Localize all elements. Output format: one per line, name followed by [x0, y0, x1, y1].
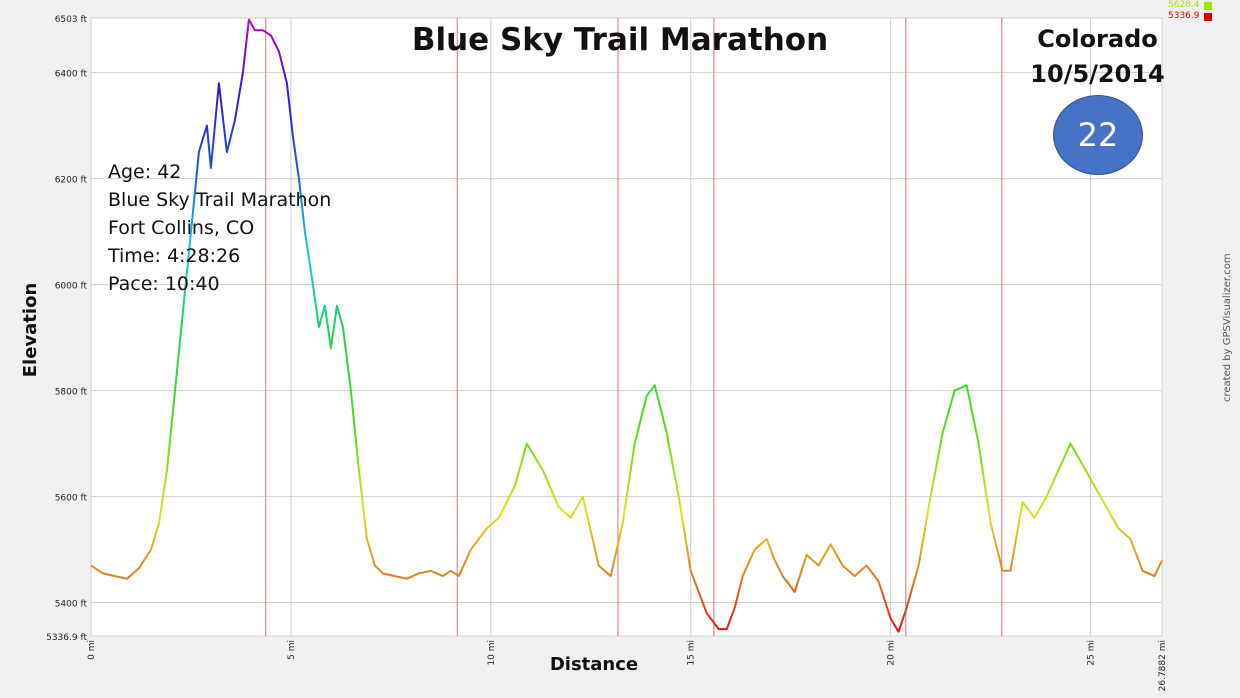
legend-swatch	[1203, 1, 1212, 10]
runner-info: Age: 42 Blue Sky Trail Marathon Fort Col…	[108, 158, 331, 298]
credit-text: created by GPSVisualizer.com	[1222, 253, 1233, 402]
y-tick-label: 5600 ft	[55, 494, 88, 504]
race-number-badge: 22	[1053, 95, 1143, 175]
x-tick-label: 26.7882 mi	[1158, 640, 1168, 691]
race-date: 10/5/2014	[1030, 60, 1165, 88]
x-tick-label: 25 mi	[1087, 640, 1097, 666]
elevation-series-line	[90, 18, 1163, 633]
race-state: Colorado	[1037, 25, 1158, 53]
y-tick-label: 5800 ft	[55, 388, 88, 398]
x-axis-label: Distance	[550, 654, 638, 675]
color-legend: 5628.4 5336.9	[1168, 0, 1212, 22]
x-tick-label: 10 mi	[487, 640, 497, 666]
legend-swatch	[1203, 12, 1212, 21]
y-tick-label: 5336.9 ft	[46, 633, 87, 643]
y-tick-label: 6200 ft	[55, 176, 88, 186]
legend-item: 5336.9	[1168, 11, 1212, 22]
legend-label: 5336.9	[1168, 11, 1200, 21]
y-axis-label: Elevation	[20, 283, 41, 378]
runner-city: Fort Collins, CO	[108, 217, 255, 239]
runner-race: Blue Sky Trail Marathon	[108, 189, 332, 211]
y-tick-label: 5400 ft	[55, 600, 88, 610]
runner-time: Time: 4:28:26	[108, 245, 241, 267]
y-tick-label: 6400 ft	[55, 70, 88, 80]
runner-pace: Pace: 10:40	[108, 273, 220, 295]
runner-age: Age: 42	[108, 161, 182, 183]
x-tick-label: 15 mi	[687, 640, 697, 666]
x-tick-label: 5 mi	[287, 640, 297, 660]
y-tick-label: 6000 ft	[55, 282, 88, 292]
x-tick-label: 20 mi	[887, 640, 897, 666]
y-axis-ticks: 5336.9 ft 5400 ft 5600 ft 5800 ft 6000 ft 620…	[46, 15, 87, 643]
x-tick-label: 0 mi	[87, 640, 97, 660]
plot-area	[90, 17, 1163, 637]
y-tick-label: 6503 ft	[55, 15, 88, 25]
x-axis-ticks: 0 mi 5 mi 10 mi 15 mi 20 mi 25 mi 26.7882 mi	[87, 640, 1168, 691]
chart-title: Blue Sky Trail Marathon	[411, 22, 829, 58]
legend-label: 5628.4	[1168, 0, 1200, 10]
race-location-block: Colorado 10/5/2014	[1030, 22, 1165, 92]
mile-marker-lines	[265, 18, 1003, 636]
legend-item: 5628.4	[1168, 0, 1212, 11]
